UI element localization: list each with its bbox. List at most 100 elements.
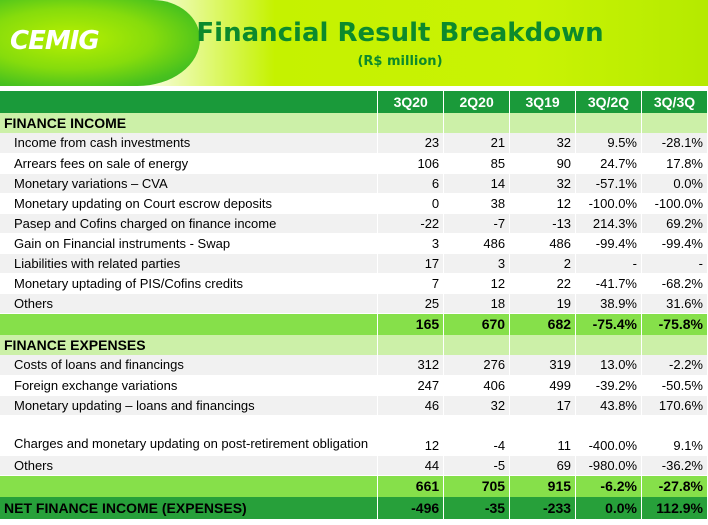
table-cell: 214.3%	[575, 213, 642, 234]
table-cell: 32	[443, 395, 511, 416]
table-cell: 670	[443, 313, 511, 335]
table-cell: 17.8%	[641, 153, 708, 174]
table-row: Others 25 18 19 38.9% 31.6%	[0, 293, 708, 314]
table-cell: 32	[509, 133, 577, 154]
table-cell: 32	[509, 173, 577, 194]
table-cell: 17	[377, 253, 445, 274]
table-cell: -233	[509, 497, 577, 519]
table-cell: 312	[377, 355, 445, 376]
column-header: 3Q20	[377, 91, 445, 113]
table-cell: -22	[377, 213, 445, 234]
table-cell: 276	[443, 355, 511, 376]
table-cell: 9.5%	[575, 133, 642, 154]
table-cell: -100.0%	[641, 193, 708, 214]
page-title: Financial Result Breakdown	[196, 18, 604, 48]
row-label: Pasep and Cofins charged on finance inco…	[0, 213, 379, 234]
table-cell: 22	[509, 273, 577, 294]
header-label-cell	[0, 91, 379, 113]
row-label: Others	[0, 293, 379, 314]
table-row: Monetary updating – loans and financings…	[0, 395, 708, 416]
table-row: Charges and monetary updating on post-re…	[0, 415, 708, 456]
table-cell: 406	[443, 375, 511, 396]
table-row: Income from cash investments 23 21 32 9.5% -2…	[0, 133, 708, 154]
income-rows: Income from cash investments 23 21 32 9.5% -2…	[0, 133, 708, 314]
section-row-expenses: FINANCE EXPENSES	[0, 335, 708, 355]
table-cell: -39.2%	[575, 375, 642, 396]
net-finance-row: NET FINANCE INCOME (EXPENSES) -496 -35 -…	[0, 497, 708, 519]
table-cell: -496	[377, 497, 445, 519]
table-cell: 319	[509, 355, 577, 376]
row-label: Gain on Financial instruments - Swap	[0, 233, 379, 254]
table-cell: 14	[443, 173, 511, 194]
table-cell: 90	[509, 153, 577, 174]
table-cell: 661	[377, 475, 445, 497]
table-cell: 112.9%	[641, 497, 708, 519]
table-cell: 705	[443, 475, 511, 497]
table-cell: 31.6%	[641, 293, 708, 314]
section-heading: FINANCE INCOME	[0, 113, 379, 133]
table-cell: 24.7%	[575, 153, 642, 174]
column-header: 3Q/2Q	[575, 91, 642, 113]
table-cell: -75.4%	[575, 313, 642, 335]
table-cell: 11	[509, 415, 577, 456]
row-label: Monetary updating – loans and financings	[0, 395, 379, 416]
total-label-cell	[0, 475, 379, 497]
income-total-row: 165 670 682 -75.4% -75.8%	[0, 313, 708, 335]
table-row: Pasep and Cofins charged on finance inco…	[0, 213, 708, 234]
table-cell: 12	[443, 273, 511, 294]
table-cell: -68.2%	[641, 273, 708, 294]
table-cell: 69	[509, 455, 577, 476]
table-cell: 46	[377, 395, 445, 416]
page-subtitle: (R$ million)	[357, 54, 443, 69]
table-cell: 682	[509, 313, 577, 335]
table-cell: -5	[443, 455, 511, 476]
table-cell: -57.1%	[575, 173, 642, 194]
table-cell: -	[641, 253, 708, 274]
table-cell: -99.4%	[641, 233, 708, 254]
table-cell: 18	[443, 293, 511, 314]
table-cell: -13	[509, 213, 577, 234]
table-row: Liabilities with related parties 17 3 2- -	[0, 253, 708, 274]
row-label: Liabilities with related parties	[0, 253, 379, 274]
table-cell: -	[575, 253, 642, 274]
table-cell: 13.0%	[575, 355, 642, 376]
table-cell: 915	[509, 475, 577, 497]
table-cell: -2.2%	[641, 355, 708, 376]
row-label: Monetary variations – CVA	[0, 173, 379, 194]
table-row: Foreign exchange variations 247 406 499 -39.…	[0, 375, 708, 396]
logo-badge	[0, 0, 200, 86]
column-header: 3Q/3Q	[641, 91, 708, 113]
slide-header: CEMIG Financial Result Breakdown (R$ mil…	[0, 0, 708, 88]
title-band	[130, 0, 708, 86]
table-row: Arrears fees on sale of energy 106 85 90 24.…	[0, 153, 708, 174]
column-header: 3Q19	[509, 91, 577, 113]
table-cell: 38.9%	[575, 293, 642, 314]
row-label: Arrears fees on sale of energy	[0, 153, 379, 174]
table-row: Others 44 -5 69 -980.0% -36.2%	[0, 455, 708, 476]
table-header-row: 3Q20 2Q20 3Q19 3Q/2Q 3Q/3Q	[0, 91, 708, 113]
table-cell: 170.6%	[641, 395, 708, 416]
table-row: Costs of loans and financings 312 276 319 13…	[0, 355, 708, 376]
table-cell: 486	[509, 233, 577, 254]
table-cell: 44	[377, 455, 445, 476]
table-cell: -99.4%	[575, 233, 642, 254]
table-cell: -50.5%	[641, 375, 708, 396]
column-header: 2Q20	[443, 91, 511, 113]
table-cell: -28.1%	[641, 133, 708, 154]
table-cell: 0	[377, 193, 445, 214]
table-cell: 17	[509, 395, 577, 416]
table-cell: 19	[509, 293, 577, 314]
row-label: Monetary uptading of PIS/Cofins credits	[0, 273, 379, 294]
table-cell: 247	[377, 375, 445, 396]
table-cell: 486	[443, 233, 511, 254]
table-cell: 3	[443, 253, 511, 274]
table-cell: 85	[443, 153, 511, 174]
row-label: Monetary updating on Court escrow deposi…	[0, 193, 379, 214]
table-cell: 23	[377, 133, 445, 154]
table-cell: 6	[377, 173, 445, 194]
table-cell: 9.1%	[641, 415, 708, 456]
table-cell: 0.0%	[575, 497, 642, 519]
table-cell: 25	[377, 293, 445, 314]
table-cell: 69.2%	[641, 213, 708, 234]
row-label: Charges and monetary updating on post-re…	[0, 415, 379, 456]
